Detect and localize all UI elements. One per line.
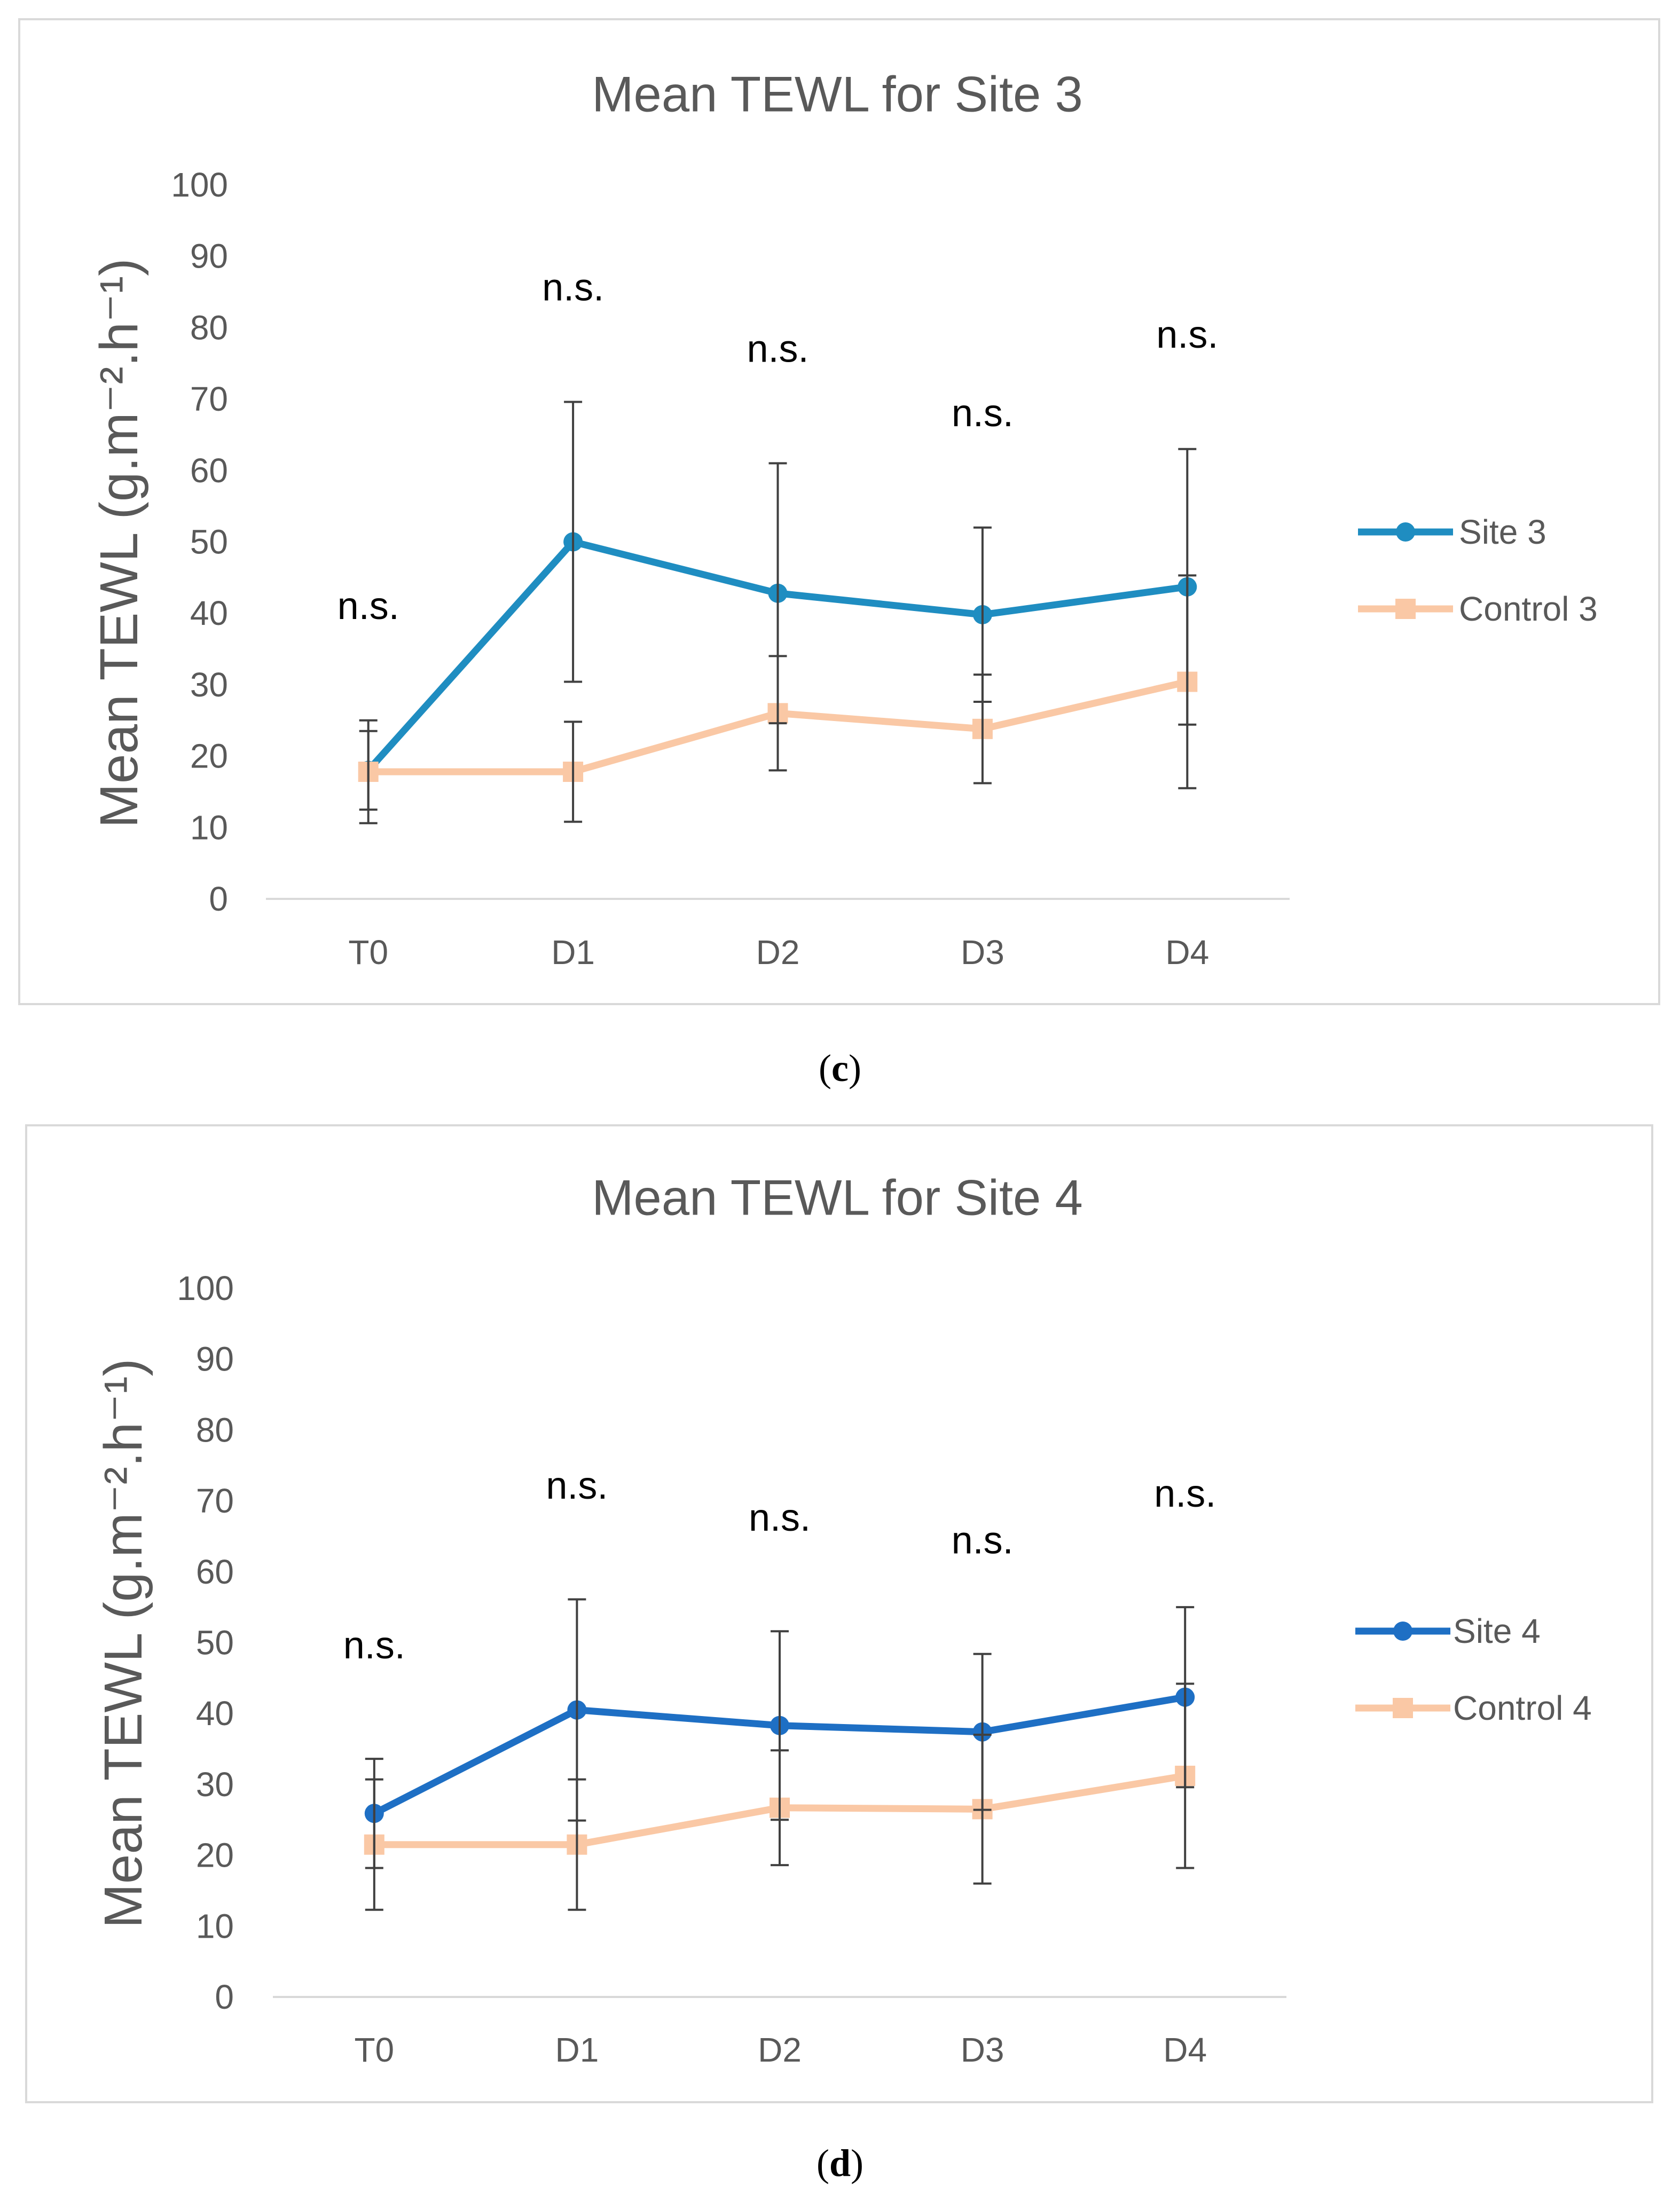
significance-label: n.s.: [952, 392, 1014, 435]
x-tick-label: D3: [961, 933, 1004, 972]
control-error-bar: [973, 673, 992, 785]
y-tick-label: 40: [190, 594, 228, 632]
caption-letter: c: [831, 1047, 849, 1090]
significance-label: n.s.: [1156, 314, 1218, 356]
chart-site-4: Mean TEWL for Site 4 Mean TEWL (g.m⁻².h⁻…: [25, 1124, 1653, 2103]
y-tick-label: 100: [171, 166, 228, 204]
y-tick-label: 60: [190, 451, 228, 490]
y-tick-label: 50: [190, 523, 228, 561]
legend-label: Site 4: [1453, 1612, 1541, 1650]
figure-caption-d: (d): [0, 2142, 1680, 2184]
legend-marker: [1393, 1698, 1413, 1718]
legend-marker: [1396, 522, 1415, 542]
y-tick-label: 30: [196, 1765, 234, 1804]
legend-item: Site 3: [1358, 513, 1546, 551]
x-tick-label: T0: [348, 933, 388, 972]
control-error-bar: [365, 1778, 383, 1911]
legend-label: Control 3: [1459, 590, 1598, 628]
legend: Site 4 Control 4: [1355, 1612, 1592, 1727]
legend-label: Control 4: [1453, 1689, 1592, 1727]
y-axis: 0 10 20 30 40 50 60 70 80 90 100: [177, 1269, 234, 2016]
y-tick-label: 60: [196, 1553, 234, 1591]
significance-label: n.s.: [337, 585, 399, 628]
error-bars: [359, 401, 1197, 825]
y-axis: 0 10 20 30 40 50 60 70 80 90 100: [171, 166, 228, 918]
y-tick-label: 30: [190, 665, 228, 704]
y-tick-label: 20: [190, 737, 228, 776]
x-tick-label: D2: [758, 2031, 802, 2069]
y-tick-label: 20: [196, 1836, 234, 1875]
y-axis-title: Mean TEWL (g.m⁻².h⁻¹): [93, 1359, 153, 1929]
chart-title: Mean TEWL for Site 3: [592, 66, 1082, 122]
control-error-bar: [768, 655, 787, 772]
chart-frame: [18, 18, 1660, 1005]
significance-label: n.s.: [1154, 1472, 1216, 1515]
legend-marker: [1393, 1622, 1412, 1641]
control-error-bar: [359, 719, 378, 825]
y-tick-label: 90: [190, 237, 228, 276]
y-tick-label: 70: [190, 380, 228, 418]
y-tick-label: 10: [190, 808, 228, 847]
error-bars: [365, 1598, 1195, 1911]
chart-site-3: Mean TEWL for Site 3 Mean TEWL (g.m⁻².h⁻…: [18, 18, 1660, 1005]
y-tick-label: 90: [196, 1340, 234, 1378]
chart-frame: [25, 1124, 1653, 2103]
y-tick-label: 70: [196, 1482, 234, 1520]
legend-item: Site 4: [1355, 1612, 1541, 1650]
y-tick-label: 80: [196, 1411, 234, 1449]
y-tick-label: 10: [196, 1907, 234, 1945]
caption-open-paren: (: [816, 2142, 829, 2184]
x-tick-label: D3: [961, 2031, 1004, 2069]
y-tick-label: 50: [196, 1624, 234, 1662]
legend-label: Site 3: [1459, 513, 1546, 551]
significance-label: n.s.: [542, 267, 604, 309]
control-error-bar: [568, 1778, 586, 1911]
control-error-bar: [1176, 1682, 1195, 1869]
x-tick-label: D4: [1165, 933, 1209, 972]
significance-labels: n.s. n.s. n.s. n.s. n.s.: [337, 267, 1219, 628]
significance-label: n.s.: [749, 1497, 811, 1539]
figure-caption-c: (c): [0, 1047, 1680, 1090]
caption-open-paren: (: [819, 1047, 832, 1090]
caption-close-paren: ): [851, 2142, 863, 2184]
x-tick-label: D2: [756, 933, 800, 972]
y-axis-title: Mean TEWL (g.m⁻².h⁻¹): [89, 259, 149, 828]
y-tick-label: 100: [177, 1269, 234, 1307]
control-error-bar: [1178, 574, 1197, 789]
legend: Site 3 Control 3: [1358, 513, 1598, 628]
caption-close-paren: ): [848, 1047, 861, 1090]
legend-item: Control 3: [1358, 590, 1598, 628]
significance-label: n.s.: [546, 1464, 608, 1507]
y-tick-label: 0: [209, 880, 228, 918]
x-tick-label: D4: [1163, 2031, 1207, 2069]
caption-letter: d: [829, 2142, 851, 2184]
significance-labels: n.s. n.s. n.s. n.s. n.s.: [343, 1464, 1216, 1667]
x-axis: T0 D1 D2 D3 D4: [266, 898, 1290, 972]
x-axis: T0 D1 D2 D3 D4: [273, 1996, 1286, 2069]
x-tick-label: T0: [354, 2031, 394, 2069]
x-tick-label: D1: [555, 2031, 599, 2069]
legend-marker: [1395, 599, 1416, 619]
chart-title: Mean TEWL for Site 4: [592, 1170, 1082, 1226]
significance-label: n.s.: [952, 1519, 1014, 1562]
site-error-bar: [564, 401, 583, 683]
y-tick-label: 0: [215, 1978, 234, 2016]
control-error-bar: [771, 1749, 789, 1867]
control-error-bar: [973, 1734, 992, 1885]
y-tick-label: 40: [196, 1694, 234, 1733]
significance-label: n.s.: [343, 1624, 405, 1667]
y-tick-label: 80: [190, 308, 228, 347]
x-tick-label: D1: [551, 933, 595, 972]
control-error-bar: [564, 720, 583, 823]
significance-label: n.s.: [747, 328, 808, 371]
legend-item: Control 4: [1355, 1689, 1592, 1727]
